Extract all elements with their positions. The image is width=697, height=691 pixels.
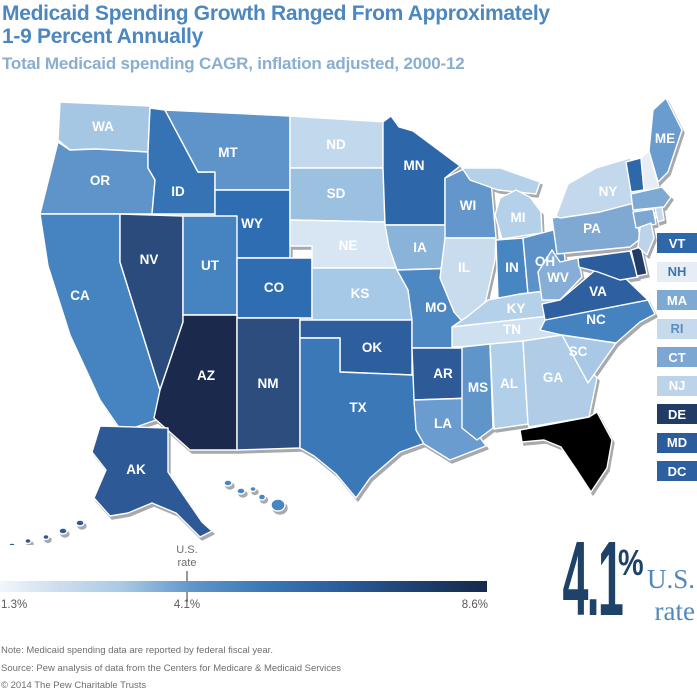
state-ms [461, 343, 494, 441]
state-label-tn: TN [503, 322, 521, 337]
state-nc [539, 299, 656, 344]
state-label-va: VA [589, 284, 607, 299]
state-mn [382, 115, 461, 226]
stat-label-line1: U.S. [646, 564, 695, 594]
state-hi-island-3 [249, 485, 257, 493]
legend-us-rate-line2: rate [177, 557, 197, 569]
state-label-ga: GA [543, 370, 564, 385]
stat-label-line2: rate [654, 596, 695, 626]
legend-min-label: 1.3% [1, 599, 28, 611]
footer-copyright: © 2014 The Pew Charitable Trusts [1, 680, 147, 691]
state-fl [519, 411, 613, 493]
state-ak-aleutian-3 [42, 533, 50, 541]
stat-label: U.S. rate [615, 563, 695, 627]
state-label-hi: HI [249, 504, 263, 519]
state-label-al: AL [500, 376, 518, 391]
state-label-mi: MI [511, 210, 526, 225]
state-label-wa: WA [92, 119, 114, 134]
state-label-ne: NE [339, 238, 358, 253]
state-label-ky: KY [507, 301, 526, 316]
state-mi-upper [461, 167, 541, 195]
footer-source: Source: Pew analysis of data from the Ce… [1, 663, 342, 674]
legend-us-rate-line1: U.S. [176, 544, 198, 556]
state-label-co: CO [264, 280, 284, 295]
state-ak [91, 425, 213, 538]
state-label-nd: ND [326, 137, 346, 152]
state-label-ms: MS [468, 380, 488, 395]
state-de [630, 246, 648, 277]
us-choropleth-map: WA OR CA NV ID MT WY UT CO AZ NM ND SD N… [8, 97, 683, 545]
state-box-vt: VT [657, 233, 697, 253]
state-nj [637, 222, 655, 256]
state-labels: WA OR CA NV ID MT WY UT CO AZ NM ND SD N… [70, 119, 675, 519]
state-label-or: OR [90, 173, 111, 188]
stat-percent-sign: % [618, 542, 644, 583]
country-shapes [8, 97, 683, 545]
state-box-dc: DC [657, 461, 697, 481]
footer-note: Note: Medicaid spending data are reporte… [1, 645, 273, 656]
state-ak-aleutian-5 [8, 542, 16, 545]
title-line2: 1-9 Percent Annually [2, 25, 203, 48]
legend-mid-label: 4.1% [173, 599, 201, 611]
state-label-mt: MT [218, 145, 238, 160]
state-box-md: MD [657, 432, 697, 453]
state-hi-island-5 [270, 498, 286, 512]
state-label-sd: SD [327, 186, 346, 201]
state-label-in: IN [505, 260, 519, 275]
state-label-il: IL [458, 260, 470, 275]
state-label-nc: NC [586, 312, 606, 327]
legend-gradient-bar [0, 581, 487, 592]
state-label-wv: WV [547, 270, 569, 285]
state-box-ma: MA [657, 290, 697, 310]
state-label-mn: MN [404, 158, 425, 173]
state-me [648, 97, 683, 183]
state-label-wy: WY [241, 216, 263, 231]
state-label-wi: WI [460, 198, 477, 213]
stat-value: 4.1 [562, 520, 623, 638]
state-box-ct: CT [657, 347, 697, 367]
state-hi-island-4 [257, 493, 267, 501]
legend-max-label: 8.6% [461, 599, 488, 611]
state-label-ca: CA [70, 288, 90, 303]
legend-us-rate-label: U.S. rate [157, 544, 217, 570]
state-label-sc: SC [569, 344, 588, 359]
state-label-id: ID [171, 184, 185, 199]
state-box-nh: NH [657, 261, 697, 282]
state-label-me: ME [655, 131, 675, 146]
state-label-mo: MO [425, 300, 447, 315]
state-label-ia: IA [413, 240, 427, 255]
state-label-pa: PA [583, 221, 601, 236]
state-label-ar: AR [433, 366, 453, 381]
state-label-ok: OK [362, 340, 383, 355]
state-hi-island-2 [236, 487, 246, 495]
state-ma [630, 186, 672, 211]
title-line1: Medicaid Spending Growth Ranged From App… [2, 2, 550, 25]
state-mi [494, 189, 543, 240]
state-md [577, 250, 639, 281]
state-ak-aleutian-4 [24, 537, 32, 545]
state-hi-island-1 [223, 479, 233, 487]
state-ak-aleutian-2 [58, 527, 68, 535]
state-box-ri: RI [657, 318, 697, 339]
state-label-az: AZ [197, 368, 215, 383]
state-label-ak: AK [126, 462, 146, 477]
state-box-de: DE [657, 404, 697, 424]
state-box-nj: NJ [657, 375, 697, 396]
state-label-ny: NY [599, 184, 618, 199]
page-title: Medicaid Spending Growth Ranged From App… [2, 2, 662, 48]
state-label-nm: NM [258, 376, 279, 391]
state-ri [654, 206, 665, 223]
state-label-oh: OH [535, 254, 555, 269]
state-ak-aleutian-1 [75, 519, 85, 527]
state-label-la: LA [434, 416, 452, 431]
state-label-tx: TX [349, 400, 366, 415]
state-label-ks: KS [351, 286, 370, 301]
state-label-ut: UT [201, 258, 220, 273]
state-label-nv: NV [140, 252, 159, 267]
chart-subtitle: Total Medicaid spending CAGR, inflation … [2, 54, 465, 73]
